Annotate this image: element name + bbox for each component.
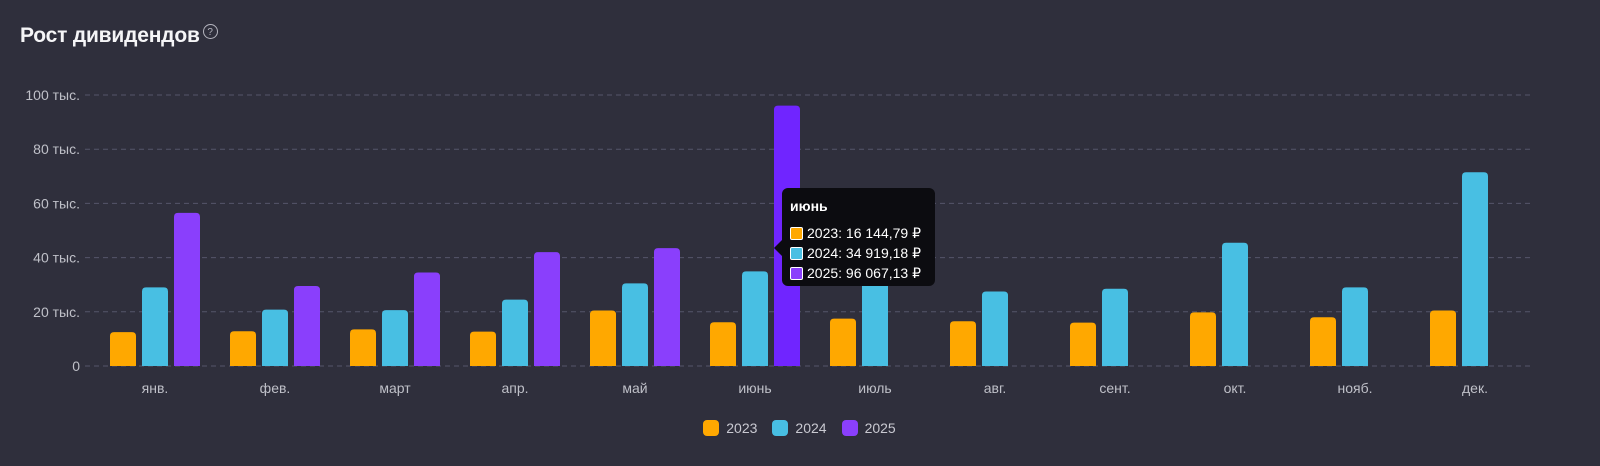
- x-tick-label: апр.: [501, 380, 528, 396]
- bar-2024-9[interactable]: [1222, 242, 1248, 366]
- bar-2023-0[interactable]: [110, 332, 136, 366]
- y-tick-label: 0: [72, 358, 80, 374]
- legend-swatch-2023: [703, 420, 720, 436]
- tooltip-value-2023: 2023: 16 144,79 ₽: [807, 224, 922, 241]
- legend-item-2025[interactable]: 2025: [841, 420, 896, 436]
- legend-item-2023[interactable]: 2023: [703, 420, 757, 436]
- tooltip-swatch-2023: [790, 226, 803, 240]
- bar-2023-2[interactable]: [350, 329, 376, 366]
- y-tick-label: 100 тыс.: [25, 87, 80, 103]
- legend-label-2024: 2024: [795, 420, 827, 436]
- x-tick-label: июль: [858, 380, 891, 396]
- bar-2024-8[interactable]: [1102, 288, 1128, 366]
- legend-item-2024[interactable]: 2024: [772, 420, 827, 436]
- bar-2024-11[interactable]: [1462, 172, 1488, 366]
- bar-2024-2[interactable]: [382, 310, 408, 366]
- chart-tooltip: июнь 2023: 16 144,79 ₽ 2024: 34 919,18 ₽…: [774, 188, 935, 286]
- tooltip-row-2024: 2024: 34 919,18 ₽: [790, 243, 927, 263]
- bar-2023-4[interactable]: [590, 310, 616, 366]
- tooltip-title: июнь: [790, 198, 828, 214]
- bar-2023-3[interactable]: [470, 331, 496, 366]
- bar-2024-5[interactable]: [742, 271, 768, 366]
- x-tick-label: июнь: [738, 380, 771, 396]
- bar-2024-1[interactable]: [262, 309, 288, 366]
- chart-header: Рост дивидендов ?: [20, 22, 218, 50]
- tooltip-swatch-2024: [790, 246, 803, 260]
- y-tick-label: 60 тыс.: [33, 195, 80, 211]
- bar-2023-10[interactable]: [1310, 317, 1336, 366]
- tooltip-value-2025: 2025: 96 067,13 ₽: [807, 264, 922, 281]
- legend-swatch-2025: [841, 420, 858, 436]
- bar-2025-2[interactable]: [414, 272, 440, 366]
- y-tick-label: 80 тыс.: [33, 141, 80, 157]
- bar-2023-5[interactable]: [710, 322, 736, 366]
- bar-2023-7[interactable]: [950, 321, 976, 366]
- x-tick-label: янв.: [142, 380, 169, 396]
- x-tick-label: март: [379, 380, 411, 396]
- tooltip-row-2023: 2023: 16 144,79 ₽: [790, 223, 927, 243]
- bar-2023-9[interactable]: [1190, 312, 1216, 366]
- legend-label-2023: 2023: [726, 420, 758, 436]
- y-tick-label: 40 тыс.: [33, 250, 80, 266]
- bar-2024-7[interactable]: [982, 291, 1008, 366]
- x-tick-label: сент.: [1099, 380, 1130, 396]
- help-icon[interactable]: ?: [202, 24, 218, 39]
- x-tick-label: фев.: [260, 380, 291, 396]
- bar-2025-3[interactable]: [534, 252, 560, 366]
- x-tick-label: май: [622, 380, 647, 396]
- x-tick-label: дек.: [1462, 380, 1488, 396]
- tooltip-swatch-2025: [790, 266, 803, 280]
- chart-title: Рост дивидендов: [20, 24, 200, 47]
- x-tick-label: нояб.: [1337, 380, 1372, 396]
- bar-2023-6[interactable]: [830, 318, 856, 366]
- bar-2025-0[interactable]: [174, 212, 200, 366]
- x-tick-label: окт.: [1224, 380, 1247, 396]
- bar-2024-3[interactable]: [502, 299, 528, 366]
- bar-2025-4[interactable]: [654, 248, 680, 366]
- x-tick-label: авг.: [984, 380, 1007, 396]
- legend-swatch-2024: [772, 420, 789, 436]
- tooltip-value-2024: 2024: 34 919,18 ₽: [807, 244, 922, 261]
- legend-label-2025: 2025: [864, 420, 896, 436]
- bar-2023-11[interactable]: [1430, 310, 1456, 366]
- bar-2024-4[interactable]: [622, 283, 648, 366]
- bar-2024-0[interactable]: [142, 287, 168, 366]
- bar-2024-10[interactable]: [1342, 287, 1368, 366]
- bar-2023-8[interactable]: [1070, 322, 1096, 366]
- chart-legend: 2023 2024 2025: [0, 420, 1600, 436]
- y-tick-label: 20 тыс.: [33, 304, 80, 320]
- tooltip-row-2025: 2025: 96 067,13 ₽: [790, 263, 927, 283]
- bar-2023-1[interactable]: [230, 331, 256, 366]
- bar-2025-1[interactable]: [294, 286, 320, 366]
